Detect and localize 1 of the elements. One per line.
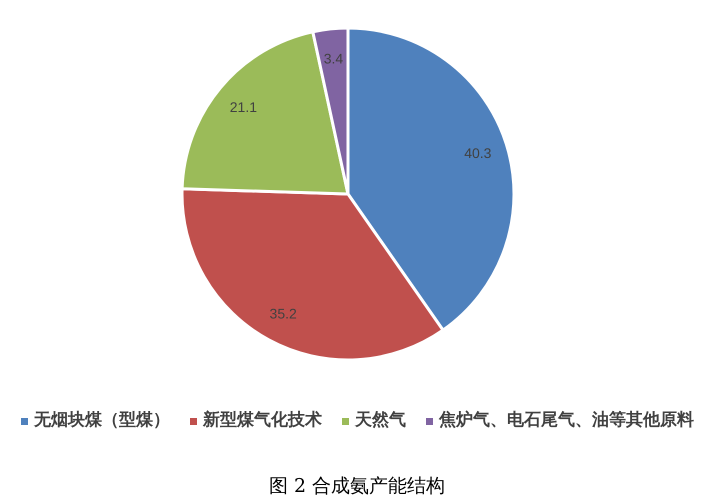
title: 图 2 合成氨产能结构: [268, 475, 446, 497]
